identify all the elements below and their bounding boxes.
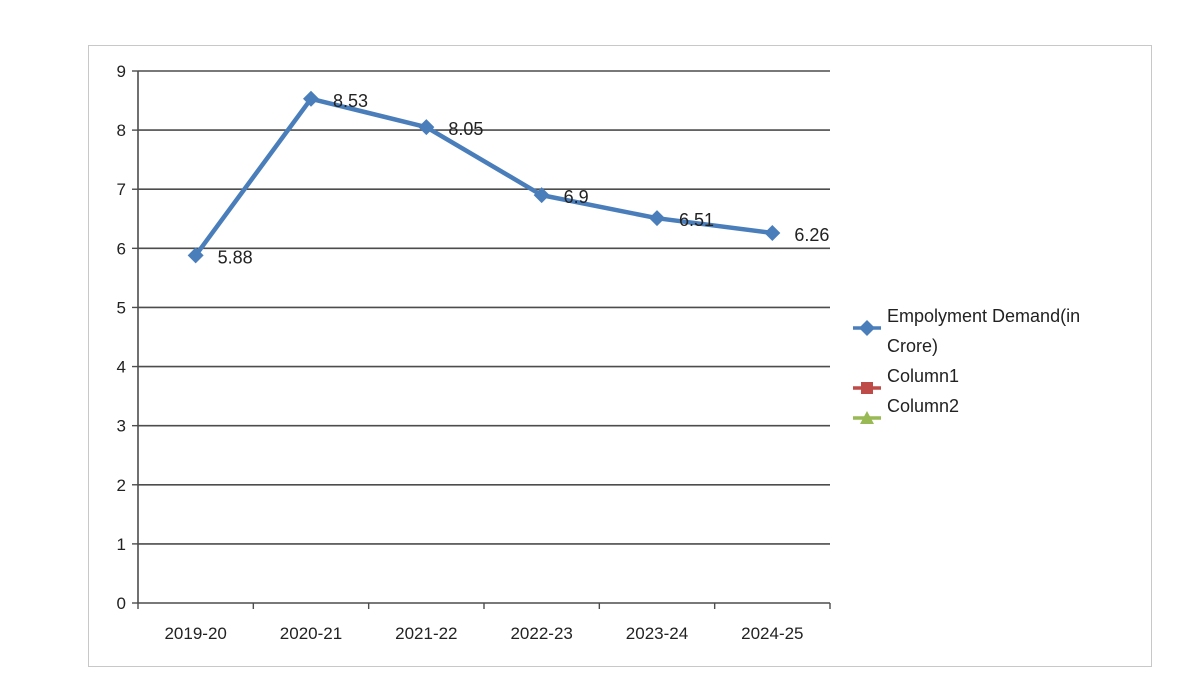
y-tick-label: 1 — [117, 535, 126, 554]
legend-label: Empolyment Demand(in — [887, 306, 1080, 326]
y-tick-label: 2 — [117, 476, 126, 495]
data-point-marker — [187, 247, 204, 264]
series-group: 5.88 8.53 8.05 6.9 6.51 6.26 — [187, 90, 829, 267]
x-tick-label: 2019-20 — [164, 624, 226, 643]
y-tick-label: 6 — [117, 239, 126, 258]
legend-entry: Column2 — [853, 396, 959, 424]
data-label: 6.9 — [564, 187, 589, 207]
legend-label: Column1 — [887, 366, 959, 386]
legend-marker — [860, 411, 874, 424]
y-axis-ticks: 0 1 2 3 4 5 6 7 8 9 — [117, 62, 138, 613]
y-tick-label: 0 — [117, 594, 126, 613]
data-point-marker — [533, 187, 550, 204]
y-tick-label: 8 — [117, 121, 126, 140]
x-tick-label: 2022-23 — [510, 624, 572, 643]
chart-frame — [88, 45, 1152, 667]
data-label: 6.26 — [794, 225, 829, 245]
y-tick-label: 7 — [117, 180, 126, 199]
legend-label: Crore) — [887, 336, 938, 356]
y-tick-label: 9 — [117, 62, 126, 81]
series-line — [193, 96, 773, 257]
legend-marker — [859, 320, 875, 336]
data-point-marker — [303, 90, 319, 107]
legend-entry: Empolyment Demand(in Crore) — [853, 306, 1080, 356]
x-tick-label: 2021-22 — [395, 624, 457, 643]
data-point-marker — [764, 224, 781, 241]
y-tick-label: 5 — [117, 298, 126, 317]
data-label: 5.88 — [218, 247, 253, 267]
x-axis-ticks: 2019-20 2020-21 2021-22 2022-23 2023-24 2024-… — [137, 603, 831, 643]
data-point-marker — [418, 119, 435, 136]
legend: Empolyment Demand(in Crore) Column1 Column2 — [853, 306, 1080, 424]
x-tick-label: 2020-21 — [280, 624, 342, 643]
x-tick-label: 2024-25 — [741, 624, 803, 643]
data-label: 8.53 — [333, 91, 368, 111]
legend-label: Column2 — [887, 396, 959, 416]
data-label: 6.51 — [679, 210, 714, 230]
data-point-marker — [649, 210, 665, 227]
data-label: 8.05 — [448, 119, 483, 139]
x-tick-label: 2023-24 — [626, 624, 688, 643]
gridlines — [138, 70, 830, 545]
y-tick-label: 4 — [117, 358, 126, 377]
y-tick-label: 3 — [117, 417, 126, 436]
axes — [137, 71, 830, 604]
legend-marker — [861, 382, 873, 394]
legend-entry: Column1 — [853, 366, 959, 394]
